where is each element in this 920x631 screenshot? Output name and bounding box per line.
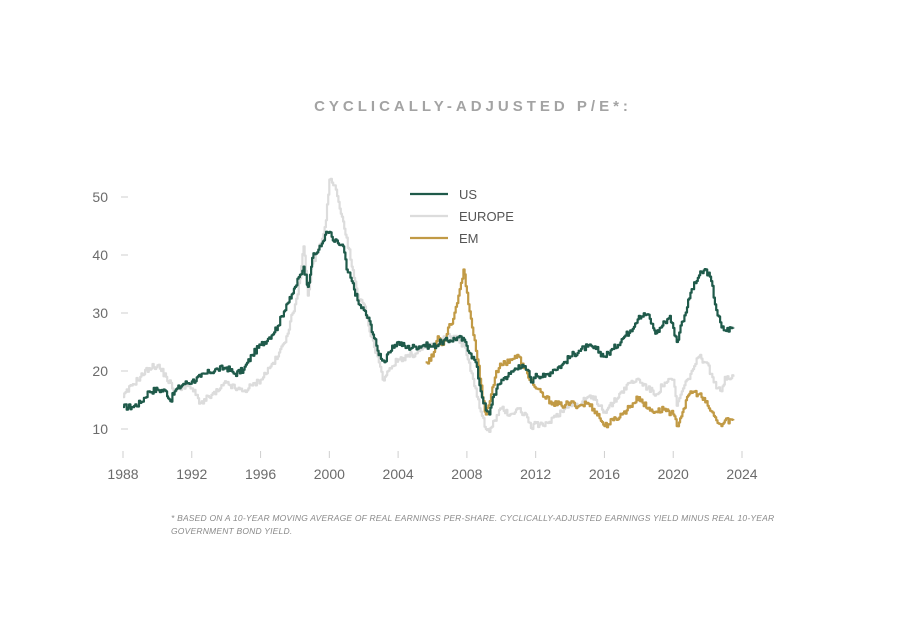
x-tick-label: 2020 (658, 466, 689, 482)
x-tick-label: 2016 (589, 466, 620, 482)
series-lines (123, 177, 735, 433)
legend-label-em: EM (459, 231, 479, 246)
x-axis: 1988 1992 1996 2000 2004 2008 2012 2016 2020 2024 (107, 451, 758, 482)
x-tick-label: 1992 (176, 466, 207, 482)
y-tick-label: 30 (92, 305, 108, 321)
y-axis: 10 20 30 40 50 (92, 189, 128, 437)
x-tick-label: 1996 (245, 466, 276, 482)
y-tick-label: 40 (92, 247, 108, 263)
y-tick-label: 10 (92, 421, 108, 437)
legend-label-europe: EUROPE (459, 209, 514, 224)
legend-label-us: US (459, 187, 477, 202)
x-tick-label: 2004 (383, 466, 414, 482)
y-tick-label: 20 (92, 363, 108, 379)
x-tick-label: 2012 (520, 466, 551, 482)
chart-title: CYCLICALLY-ADJUSTED P/E*: (314, 98, 632, 115)
footnote: * BASED ON A 10-YEAR MOVING AVERAGE OF R… (171, 513, 775, 536)
series-line-em (425, 268, 735, 429)
x-tick-label: 2024 (726, 466, 757, 482)
x-tick-label: 2000 (314, 466, 345, 482)
x-tick-label: 1988 (107, 466, 138, 482)
x-tick-label: 2008 (451, 466, 482, 482)
y-tick-label: 50 (92, 189, 108, 205)
legend: US EUROPE EM (410, 187, 514, 246)
series-line-us (123, 230, 735, 416)
